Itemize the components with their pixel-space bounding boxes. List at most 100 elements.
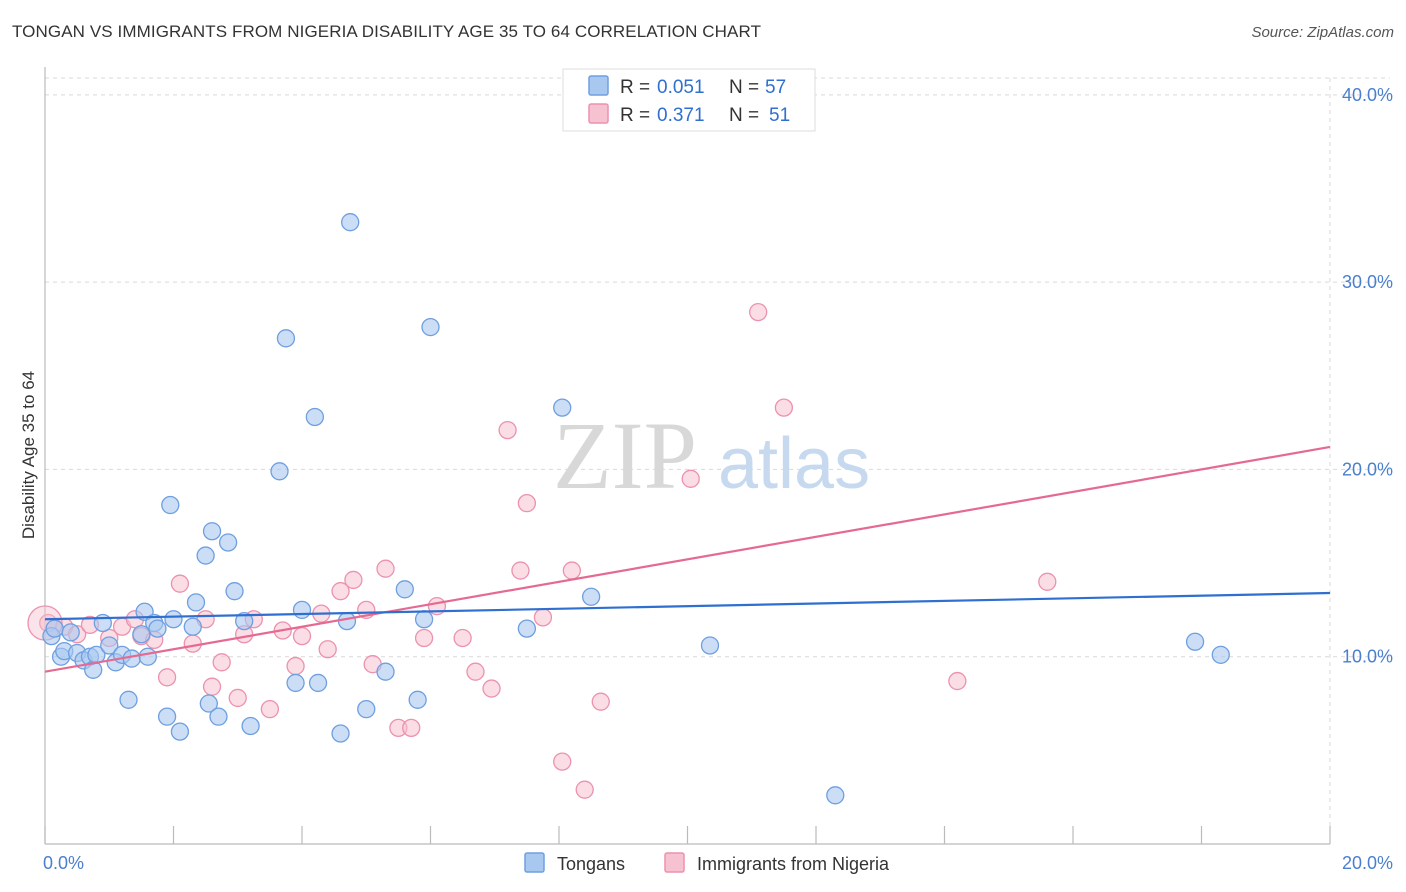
tongans-point-24: [170, 722, 190, 741]
nigeria-point-36: [498, 420, 517, 440]
nigeria-point-11: [183, 634, 202, 653]
nigeria-point-21: [292, 626, 312, 646]
bottom-legend-swatch-tongans: [524, 852, 545, 873]
tongans-point-22: [161, 495, 180, 515]
y-axis-title: Disability Age 35 to 64: [19, 371, 38, 539]
watermark: ZIP atlas: [553, 402, 870, 509]
tongans-point-50: [517, 619, 537, 638]
tongans-point-56: [1211, 645, 1230, 664]
trend-lines: [44, 445, 1331, 673]
tongans-point-42: [337, 611, 357, 631]
tongans-point-11: [100, 636, 119, 655]
y-tick-labels: 10.0% 20.0% 30.0% 40.0%: [1342, 85, 1393, 667]
bottom-legend-swatch-nigeria: [664, 852, 685, 873]
chart-title: TONGAN VS IMMIGRANTS FROM NIGERIA DISABI…: [12, 22, 762, 41]
tongans-point-49: [421, 317, 440, 337]
tongans-point-23: [164, 610, 183, 629]
nigeria-point-34: [466, 662, 485, 681]
nigeria-point-24: [331, 582, 350, 601]
tongans-point-38: [292, 600, 312, 620]
tongans-point-25: [183, 617, 202, 636]
tongans-point-1: [45, 619, 64, 638]
tongans-point-40: [308, 673, 328, 693]
y-tick-label-3: 40.0%: [1342, 85, 1393, 105]
legend-r-value-tongans: 0.051: [657, 77, 705, 98]
watermark-atlas: atlas: [718, 424, 870, 504]
watermark-zip: ZIP: [553, 402, 697, 509]
tongans-point-18: [138, 647, 157, 666]
nigeria-point-38: [517, 493, 537, 513]
nigeria-point-15: [228, 688, 247, 708]
source-label: Source: ZipAtlas.com: [1251, 24, 1394, 41]
tongans-point-30: [209, 707, 228, 726]
nigeria-point-44: [681, 469, 700, 488]
legend-swatch-nigeria: [588, 103, 609, 124]
legend-swatch-tongans: [588, 75, 609, 96]
tongans-point-52: [581, 587, 601, 606]
tongans-point-53: [700, 636, 720, 655]
nigeria-point-41: [562, 561, 581, 580]
nigeria-point-23: [318, 640, 337, 659]
x-tick-label-max: 20.0%: [1342, 853, 1393, 873]
nigeria-point-42: [575, 780, 594, 799]
legend-n-value-tongans: 57: [765, 77, 786, 98]
series-tongans-points: [42, 213, 1230, 805]
tongans-point-37: [286, 673, 305, 693]
tongans-point-35: [270, 462, 289, 481]
tongans-point-55: [1185, 632, 1205, 651]
legend-n-label-nigeria: N =: [729, 105, 759, 126]
tongans-point-43: [341, 213, 360, 232]
legend-r-label-tongans: R =: [620, 77, 650, 98]
legend-r-value-nigeria: 0.371: [657, 105, 705, 126]
y-tick-label-2: 30.0%: [1342, 272, 1393, 292]
tongans-point-54: [826, 786, 845, 805]
axes: [44, 67, 1331, 845]
tongans-point-51: [553, 398, 572, 417]
stats-legend: R = 0.051 N = 57 R = 0.371 N = 51: [562, 68, 816, 132]
tongans-point-34: [241, 716, 260, 736]
nigeria-point-31: [414, 628, 434, 648]
nigeria-point-10: [170, 574, 190, 593]
tongans-point-29: [202, 522, 222, 541]
nigeria-point-47: [948, 671, 967, 691]
nigeria-point-33: [453, 628, 472, 648]
x-tick-labels: 0.0% 20.0%: [43, 853, 1393, 873]
nigeria-point-28: [376, 559, 395, 578]
tongans-point-27: [196, 546, 215, 565]
tongans-point-36: [276, 329, 296, 348]
nigeria-point-25: [344, 570, 363, 590]
y-tick-label-0: 10.0%: [1342, 647, 1393, 667]
bottom-legend-label-tongans: Tongans: [557, 854, 625, 874]
tongans-point-45: [376, 662, 395, 681]
nigeria-point-13: [202, 677, 222, 696]
nigeria-point-43: [591, 692, 610, 711]
tongans-point-48: [414, 610, 434, 629]
y-tick-label-1: 20.0%: [1342, 459, 1393, 479]
tongans-point-26: [186, 593, 206, 612]
nigeria-point-35: [482, 679, 501, 698]
tongans-point-4: [61, 623, 80, 642]
nigeria-point-40: [553, 752, 572, 771]
nigeria-point-14: [212, 653, 231, 672]
legend-r-label-nigeria: R =: [620, 105, 650, 126]
tongans-point-46: [395, 580, 414, 599]
nigeria-point-39: [533, 608, 553, 627]
legend-n-value-nigeria: 51: [769, 105, 790, 126]
tongans-point-33: [235, 611, 254, 631]
nigeria-point-48: [1038, 572, 1057, 591]
nigeria-point-46: [774, 398, 794, 417]
tongans-point-20: [148, 619, 167, 638]
legend-n-label-tongans: N =: [729, 77, 759, 98]
tongans-point-47: [408, 690, 427, 709]
trend-line-tongans: [44, 591, 1331, 621]
trend-line-nigeria: [44, 445, 1331, 673]
nigeria-point-37: [511, 561, 530, 580]
tongans-point-41: [331, 724, 350, 743]
tongans-point-28: [199, 694, 218, 713]
tongans-point-39: [305, 407, 325, 427]
tongans-point-32: [225, 582, 244, 601]
nigeria-point-20: [286, 656, 305, 676]
series-legend: Tongans Immigrants from Nigeria: [524, 852, 890, 874]
nigeria-point-45: [749, 302, 768, 322]
tongans-point-31: [218, 533, 238, 552]
